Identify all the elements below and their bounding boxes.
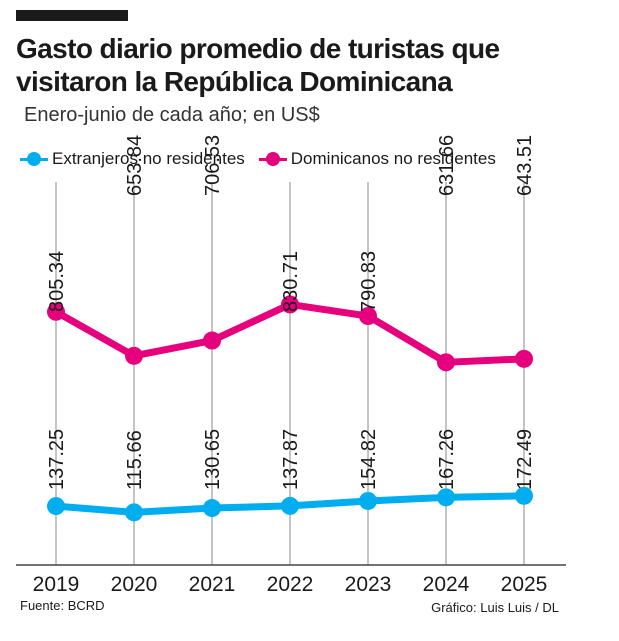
data-point-dominican-2023 [359,307,377,326]
data-label-foreign-2020: 115.66 [124,430,146,490]
chart-subtitle: Enero-junio de cada año; en US$ [24,104,320,126]
legend-swatch-foreign [20,151,48,167]
data-label-dominican-2020: 653.84 [124,135,146,196]
data-label-foreign-2022: 137.87 [280,429,302,490]
data-label-foreign-2024: 167.26 [436,429,458,490]
data-point-foreign-2024 [437,488,455,507]
x-tick-label-2023: 2023 [345,573,392,596]
data-label-foreign-2025: 172.49 [514,429,536,490]
data-point-dominican-2025 [515,349,533,368]
data-point-dominican-2019 [47,302,65,321]
data-point-foreign-2025 [515,486,533,505]
data-point-foreign-2023 [359,491,377,510]
legend-label-foreign: Extranjeros no residentes [52,149,245,168]
data-point-dominican-2021 [203,331,221,350]
data-label-foreign-2019: 137.25 [46,429,68,490]
x-tick-label-2021: 2021 [189,573,236,596]
data-label-dominican-2024: 631.66 [436,135,458,196]
data-label-foreign-2021: 130.65 [202,429,224,490]
data-label-dominican-2025: 643.51 [514,135,536,196]
data-label-dominican-2022: 830.71 [280,251,302,312]
legend-dot-foreign [27,152,41,166]
x-tick-label-2019: 2019 [33,573,80,596]
legend-dot-dominican [265,152,280,166]
x-tick-label-2022: 2022 [267,573,314,596]
legend-item-dominican: Dominicanos no residentes [258,149,496,169]
data-point-foreign-2020 [125,503,143,522]
x-tick-label-2024: 2024 [423,573,470,596]
legend-item-foreign: Extranjeros no residentes [20,149,245,169]
data-point-foreign-2022 [281,496,299,515]
credit-note: Gráfico: Luis Luis / DL [431,600,559,615]
chart-title-line-2: visitaron la República Dominicana [16,66,453,97]
legend-swatch-dominican [258,151,287,167]
data-point-dominican-2024 [437,353,455,372]
data-point-foreign-2021 [203,499,221,518]
x-tick-label-2025: 2025 [501,573,548,596]
header-accent-bar [16,10,128,21]
data-point-dominican-2022 [281,295,299,314]
data-point-dominican-2020 [125,346,143,365]
legend: Extranjeros no residentes Dominicanos no… [20,149,510,169]
data-point-foreign-2019 [47,497,65,516]
legend-label-dominican: Dominicanos no residentes [290,149,496,168]
data-label-dominican-2023: 790.83 [358,251,380,312]
chart-title: Gasto diario promedio de turistas que vi… [16,32,606,98]
source-note: Fuente: BCRD [20,598,105,613]
data-label-dominican-2019: 805.34 [46,251,68,312]
chart-title-line-1: Gasto diario promedio de turistas que [16,33,500,64]
x-tick-label-2020: 2020 [111,573,158,596]
data-label-dominican-2021: 706.53 [202,135,224,196]
data-label-foreign-2023: 154.82 [358,429,380,490]
